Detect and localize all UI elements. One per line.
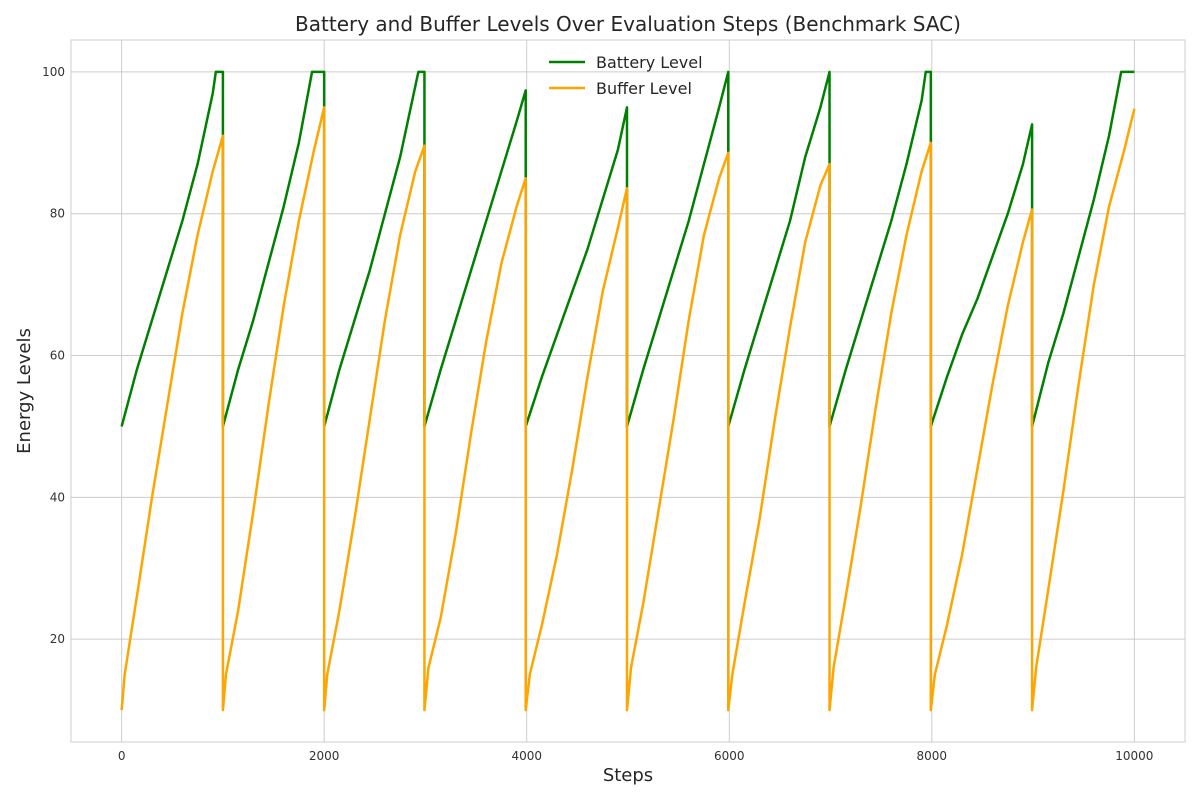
tick-labels: 0 2000 4000 6000 8000 10000 20 40 60 80 100 — [42, 65, 1153, 763]
legend: Battery Level Buffer Level — [549, 53, 703, 98]
y-axis-label: Energy Levels — [14, 328, 35, 454]
x-tick-label: 6000 — [714, 749, 745, 763]
y-tick-label: 80 — [50, 207, 65, 221]
y-tick-label: 40 — [50, 490, 65, 504]
x-tick-label: 8000 — [917, 749, 948, 763]
series-group — [120, 70, 1136, 712]
x-tick-label: 2000 — [309, 749, 340, 763]
legend-label-buffer: Buffer Level — [596, 79, 692, 98]
y-tick-label: 60 — [50, 349, 65, 363]
chart-title: Battery and Buffer Levels Over Evaluatio… — [295, 12, 961, 36]
x-axis-label: Steps — [603, 765, 653, 786]
legend-label-battery: Battery Level — [596, 53, 703, 72]
y-tick-label: 100 — [42, 65, 65, 79]
series-line-buffer-level — [120, 106, 1136, 712]
y-tick-label: 20 — [50, 632, 65, 646]
plot-area-frame — [70, 39, 1186, 743]
x-tick-label: 0 — [118, 749, 126, 763]
x-tick-label: 4000 — [511, 749, 542, 763]
x-tick-label: 10000 — [1115, 749, 1153, 763]
